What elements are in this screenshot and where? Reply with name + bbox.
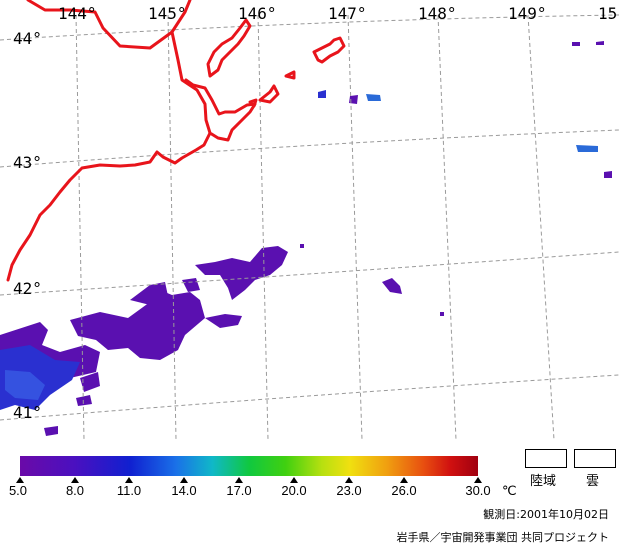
lon-label-150: 15 bbox=[598, 4, 617, 23]
legend-cloud-swatch bbox=[574, 449, 616, 468]
lon-labels: 144° 145° 146° 147° 148° 149° 15 bbox=[58, 4, 617, 23]
sst-map: 144° 145° 146° 147° 148° 149° 15 44° 43°… bbox=[0, 0, 619, 440]
lon-label-149: 149° bbox=[508, 4, 547, 23]
colorbar-tick-2: 11.0 bbox=[117, 483, 141, 498]
legend-cloud-label: 雲 bbox=[586, 474, 600, 489]
observation-date: 観測日:2001年10月02日 bbox=[483, 508, 609, 521]
lon-label-146: 146° bbox=[238, 4, 277, 23]
colorbar: 5.0 8.0 11.0 14.0 17.0 20.0 23.0 26.0 30… bbox=[9, 456, 517, 498]
legend-land-label: 陸域 bbox=[530, 474, 557, 489]
lon-label-147: 147° bbox=[328, 4, 367, 23]
colorbar-tick-4: 17.0 bbox=[226, 483, 251, 498]
colorbar-unit: ℃ bbox=[502, 483, 517, 498]
lat-label-44: 44° bbox=[13, 29, 42, 48]
colorbar-tick-marks bbox=[16, 477, 482, 483]
lat-labels: 44° 43° 42° 41° bbox=[13, 29, 42, 422]
colorbar-tick-6: 23.0 bbox=[336, 483, 361, 498]
colorbar-tick-1: 8.0 bbox=[66, 483, 84, 498]
colorbar-tick-5: 20.0 bbox=[281, 483, 306, 498]
graticule bbox=[0, 14, 619, 440]
lat-label-41: 41° bbox=[13, 403, 42, 422]
project-credit: 岩手県／宇宙開発事業団 共同プロジェクト bbox=[396, 531, 610, 544]
lon-label-148: 148° bbox=[418, 4, 457, 23]
colorbar-gradient bbox=[20, 456, 478, 476]
lat-label-42: 42° bbox=[13, 279, 42, 298]
sst-patches bbox=[0, 41, 612, 436]
legend-land-swatch bbox=[525, 449, 567, 468]
lon-label-145: 145° bbox=[148, 4, 187, 23]
colorbar-tick-0: 5.0 bbox=[9, 483, 27, 498]
colorbar-tick-labels: 5.0 8.0 11.0 14.0 17.0 20.0 23.0 26.0 30… bbox=[9, 483, 491, 498]
colorbar-tick-7: 26.0 bbox=[391, 483, 416, 498]
colorbar-tick-8: 30.0 bbox=[465, 483, 490, 498]
coastline bbox=[6, 0, 346, 282]
lon-label-144: 144° bbox=[58, 4, 97, 23]
colorbar-tick-3: 14.0 bbox=[171, 483, 196, 498]
lat-label-43: 43° bbox=[13, 153, 42, 172]
